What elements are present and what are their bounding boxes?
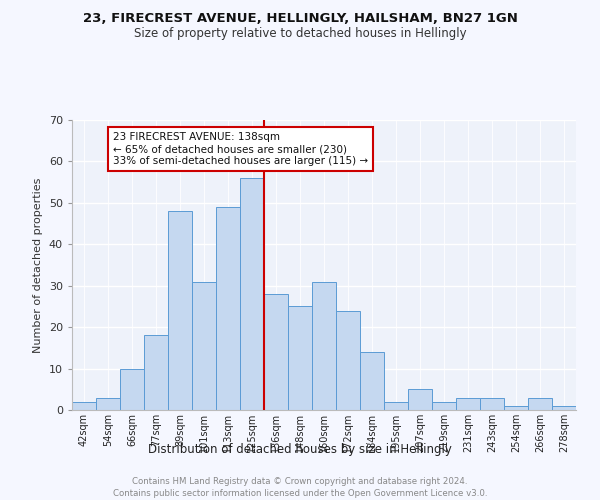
Bar: [288, 306, 312, 410]
Text: Contains HM Land Registry data © Crown copyright and database right 2024.: Contains HM Land Registry data © Crown c…: [132, 478, 468, 486]
Bar: [408, 390, 432, 410]
Text: 23 FIRECREST AVENUE: 138sqm
← 65% of detached houses are smaller (230)
33% of se: 23 FIRECREST AVENUE: 138sqm ← 65% of det…: [113, 132, 368, 166]
Bar: [264, 294, 288, 410]
Bar: [528, 398, 552, 410]
Bar: [144, 336, 168, 410]
Bar: [168, 211, 192, 410]
Bar: [192, 282, 216, 410]
Text: Contains public sector information licensed under the Open Government Licence v3: Contains public sector information licen…: [113, 489, 487, 498]
Text: Distribution of detached houses by size in Hellingly: Distribution of detached houses by size …: [148, 442, 452, 456]
Bar: [336, 310, 360, 410]
Bar: [456, 398, 480, 410]
Bar: [216, 207, 240, 410]
Bar: [504, 406, 528, 410]
Bar: [432, 402, 456, 410]
Bar: [480, 398, 504, 410]
Bar: [312, 282, 336, 410]
Bar: [240, 178, 264, 410]
Bar: [360, 352, 384, 410]
Bar: [72, 402, 96, 410]
Bar: [96, 398, 120, 410]
Text: Size of property relative to detached houses in Hellingly: Size of property relative to detached ho…: [134, 28, 466, 40]
Y-axis label: Number of detached properties: Number of detached properties: [33, 178, 43, 352]
Text: 23, FIRECREST AVENUE, HELLINGLY, HAILSHAM, BN27 1GN: 23, FIRECREST AVENUE, HELLINGLY, HAILSHA…: [83, 12, 517, 26]
Bar: [120, 368, 144, 410]
Bar: [384, 402, 408, 410]
Bar: [552, 406, 576, 410]
